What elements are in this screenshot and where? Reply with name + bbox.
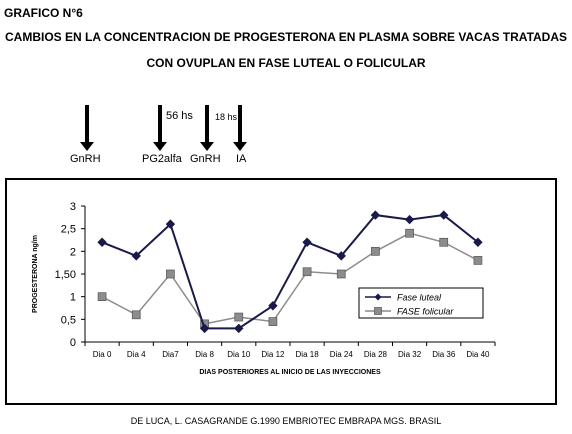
x-tick-label: Dia 28 xyxy=(364,350,388,359)
arrow-down-icon xyxy=(233,105,247,151)
interval-label: 56 hs xyxy=(166,110,193,122)
data-point-folicular xyxy=(439,237,449,247)
data-point-folicular xyxy=(131,310,141,320)
data-point-luteal xyxy=(336,251,346,261)
data-point-folicular xyxy=(371,246,380,256)
arrow-down-icon xyxy=(80,105,94,151)
data-point-luteal xyxy=(165,219,176,229)
x-axis-label: DIAS POSTERIORES AL INICIO DE LAS INYECC… xyxy=(199,369,381,376)
arrow-down-icon xyxy=(153,105,167,151)
data-point-luteal xyxy=(234,323,244,334)
y-tick-label: 0 xyxy=(70,337,76,349)
series-line xyxy=(101,232,479,325)
legend-marker xyxy=(374,307,382,315)
data-point-luteal xyxy=(268,301,278,311)
timeline-label: GnRH xyxy=(190,153,221,165)
y-axis-label: PROGESTERONA ng/m xyxy=(32,235,39,313)
data-point-folicular xyxy=(268,317,278,326)
timeline-label: GnRH xyxy=(70,153,101,165)
data-point-luteal xyxy=(439,210,449,220)
y-tick-label: 1 xyxy=(70,292,76,304)
legend-label: FASE folicular xyxy=(397,307,454,317)
data-point-luteal xyxy=(199,323,210,334)
figure-number: GRAFICO N°6 xyxy=(4,6,83,20)
data-point-luteal xyxy=(131,251,141,261)
legend-label: Fase luteal xyxy=(397,293,442,303)
y-tick-label: 2,5 xyxy=(61,224,76,236)
y-tick-label: 2 xyxy=(70,246,76,258)
x-tick-label: Dia7 xyxy=(162,350,179,359)
legend-marker xyxy=(374,293,382,301)
y-tick-label: 3 xyxy=(70,201,76,213)
x-tick-label: Dia 36 xyxy=(432,350,456,359)
series-line xyxy=(101,214,479,330)
x-tick-label: Dia 40 xyxy=(466,350,490,359)
x-tick-label: Dia 12 xyxy=(261,350,285,359)
arrow-down-icon xyxy=(200,105,214,151)
data-point-luteal xyxy=(370,210,381,220)
timeline-label: IA xyxy=(236,153,247,165)
interval-label: 18 hs xyxy=(215,112,238,122)
y-tick-label: 0,5 xyxy=(61,314,76,326)
data-point-luteal xyxy=(473,237,483,247)
y-tick-label: 1,50 xyxy=(55,269,76,281)
x-tick-label: Dia 24 xyxy=(330,350,354,359)
timeline-label: PG2alfa xyxy=(142,153,182,165)
x-tick-label: Dia 8 xyxy=(195,350,214,359)
chart-frame: PROGESTERONA ng/m DIAS POSTERIORES AL IN… xyxy=(5,178,557,405)
page-title-line-1: CAMBIOS EN LA CONCENTRACION DE PROGESTER… xyxy=(4,30,568,44)
line-chart: PROGESTERONA ng/m DIAS POSTERIORES AL IN… xyxy=(32,201,496,376)
data-point-luteal xyxy=(302,237,312,247)
x-tick-label: Dia 32 xyxy=(398,350,422,359)
x-tick-label: Dia 0 xyxy=(93,350,112,359)
data-point-folicular xyxy=(405,228,414,238)
x-tick-label: Dia 4 xyxy=(127,350,146,359)
data-point-folicular xyxy=(166,269,175,279)
data-point-folicular xyxy=(97,292,107,302)
data-point-folicular xyxy=(336,269,346,279)
data-point-luteal xyxy=(404,214,415,225)
x-tick-label: Dia 18 xyxy=(296,350,320,359)
page-title-line-2: CON OVUPLAN EN FASE LUTEAL O FOLICULAR xyxy=(146,56,426,70)
data-point-folicular xyxy=(302,267,312,277)
data-point-folicular xyxy=(473,256,483,265)
source-credit: DE LUCA, L. CASAGRANDE G.1990 EMBRIOTEC … xyxy=(130,416,442,426)
x-tick-label: Dia 10 xyxy=(227,350,251,359)
data-point-folicular xyxy=(234,312,244,322)
data-point-luteal xyxy=(97,237,107,247)
